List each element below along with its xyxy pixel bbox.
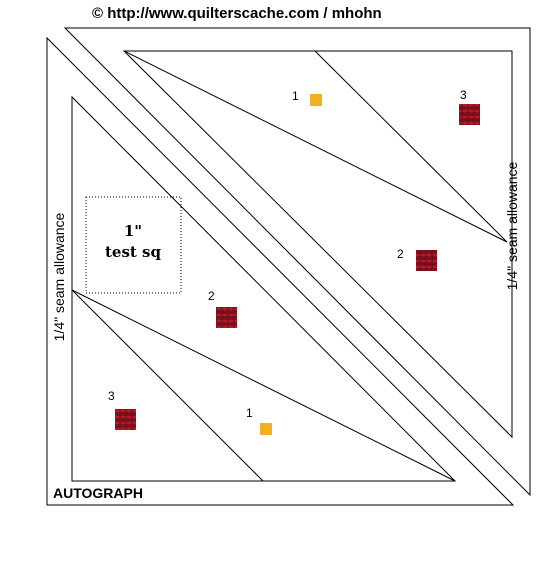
seam-label: 1/4" seam allowance xyxy=(51,212,67,341)
test-square-label: test sq xyxy=(105,243,162,261)
patch-label: 2 xyxy=(397,247,404,261)
outlines xyxy=(46,27,531,506)
patch-label: 2 xyxy=(208,289,215,303)
patch xyxy=(115,409,136,430)
patch xyxy=(459,104,480,125)
patch-label: 1 xyxy=(246,406,253,420)
patch-label: 3 xyxy=(460,88,467,102)
patch xyxy=(216,307,237,328)
patches: 1 3 2 2 3 1 xyxy=(108,88,480,435)
patch xyxy=(260,423,272,435)
test-square-label: 1" xyxy=(124,222,142,240)
autograph-label: AUTOGRAPH xyxy=(53,485,143,501)
credit: © http://www.quilterscache.com / mhohn xyxy=(92,5,382,22)
patch-label: 1 xyxy=(292,89,299,103)
patch xyxy=(310,94,322,106)
patch-label: 3 xyxy=(108,389,115,403)
patch xyxy=(416,250,437,271)
seam-label: 1/4" seam allowance xyxy=(504,161,520,290)
